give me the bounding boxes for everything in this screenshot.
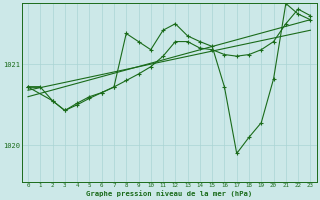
X-axis label: Graphe pression niveau de la mer (hPa): Graphe pression niveau de la mer (hPa) (86, 190, 252, 197)
